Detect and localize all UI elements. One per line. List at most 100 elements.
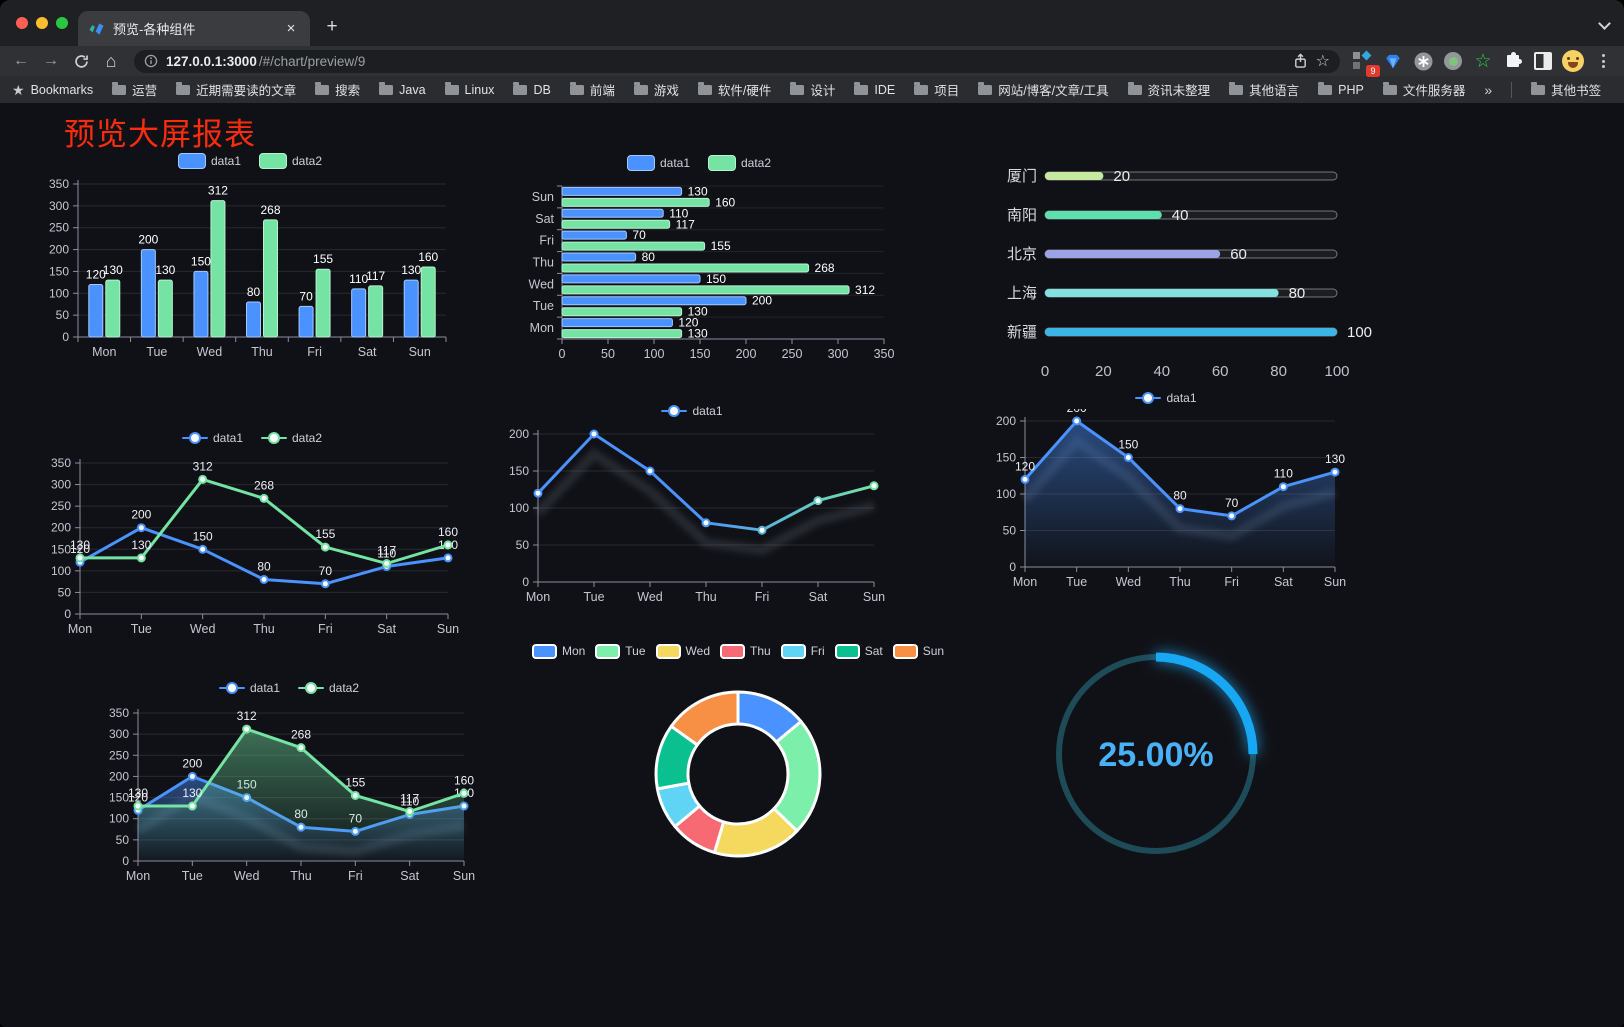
svg-text:Sun: Sun: [409, 345, 431, 359]
bookmark-item[interactable]: 文件服务器: [1382, 80, 1465, 99]
svg-text:130: 130: [70, 538, 90, 552]
bookmark-item[interactable]: 其他语言: [1229, 80, 1299, 99]
svg-text:Tue: Tue: [182, 869, 203, 883]
extension-icon-record[interactable]: [1440, 48, 1466, 74]
bookmark-item[interactable]: 运营: [112, 80, 157, 99]
bar-chart-canvas[interactable]: 0 50 100 150 200 250 300 350 Mon Tue Wed Thu Fri Sat S…: [40, 172, 460, 363]
legend-item[interactable]: Sat: [834, 643, 883, 659]
legend-item[interactable]: data1: [1135, 391, 1197, 405]
line-chart-two-series[interactable]: data1 data2 0 50 100 150 200 250 300 350 Mon Tue Wed…: [42, 427, 462, 642]
area-chart-two-series[interactable]: data1 data2 0 50 100 150 200 250 300 350 Mon Tue Wed…: [100, 677, 478, 889]
site-info-icon[interactable]: [144, 54, 158, 68]
bookmark-item[interactable]: IDE: [854, 82, 895, 97]
gauge-chart-canvas[interactable]: 25.00%: [1036, 635, 1276, 875]
extension-icon-gem[interactable]: [1380, 48, 1406, 74]
other-bookmarks[interactable]: 其他书签: [1531, 80, 1601, 99]
tab-close-icon[interactable]: ×: [286, 19, 296, 37]
svg-text:Sun: Sun: [437, 622, 459, 636]
bookmark-item[interactable]: 近期需要读的文章: [176, 80, 296, 99]
horizontal-bar-chart[interactable]: data1 data2 Sun Sat Fri Thu Wed Tue Mon 0 50 100 150…: [498, 152, 900, 367]
line-chart-canvas[interactable]: 0 50 100 150 200 Mon Tue Wed Thu Fri Sat Sun 120 200 1…: [985, 401, 1347, 593]
legend-item[interactable]: Tue: [595, 643, 646, 659]
line-chart-canvas[interactable]: 0 50 100 150 200 250 300 350 Mon Tue Wed Thu Fri Sat S…: [42, 449, 462, 640]
svg-text:厦门: 厦门: [1007, 168, 1037, 185]
svg-text:300: 300: [109, 727, 129, 741]
gradient-line-chart[interactable]: data1 0 50 100 150 200 Mon Tue Wed Thu Fri Sat Sun: [498, 400, 886, 610]
back-icon[interactable]: ←: [13, 52, 29, 69]
extension-icon-puzzle[interactable]: [1500, 48, 1526, 74]
close-window-button[interactable]: [16, 17, 28, 29]
donut-chart-canvas[interactable]: [552, 662, 924, 900]
svg-text:300: 300: [828, 347, 849, 361]
home-icon[interactable]: ⌂: [105, 50, 117, 71]
extension-icon-asterisk[interactable]: [1410, 48, 1436, 74]
chart-legend: data1: [985, 387, 1347, 409]
svg-text:200: 200: [736, 347, 757, 361]
bookmark-item[interactable]: 游戏: [633, 80, 679, 99]
legend-item[interactable]: data1: [661, 404, 723, 418]
bookmark-item[interactable]: 搜索: [315, 80, 360, 99]
legend-item[interactable]: data1: [177, 153, 241, 169]
svg-text:150: 150: [193, 529, 213, 543]
bookmark-item[interactable]: 项目: [914, 80, 959, 99]
svg-text:130: 130: [103, 263, 123, 277]
svg-text:Thu: Thu: [251, 345, 273, 359]
profile-avatar[interactable]: [1560, 48, 1586, 74]
gauge-chart[interactable]: 25.00%: [1036, 635, 1276, 875]
legend-item[interactable]: data2: [298, 681, 359, 695]
legend-item[interactable]: data1: [218, 681, 280, 695]
browser-menu-button[interactable]: [1590, 48, 1616, 74]
legend-item[interactable]: data2: [708, 155, 771, 171]
svg-text:20: 20: [1113, 168, 1130, 185]
svg-text:0: 0: [559, 347, 566, 361]
bar-chart[interactable]: data1 data2 0 50 100 150 200 250 300 350 Mon Tue Wed…: [40, 150, 460, 365]
bookmark-item[interactable]: 资讯未整理: [1127, 80, 1210, 99]
line-chart-canvas[interactable]: 0 50 100 150 200 Mon Tue Wed Thu Fri Sat Sun: [498, 422, 886, 608]
bookmarks-root[interactable]: ★ Bookmarks: [12, 81, 94, 98]
tab-search-chevron-icon[interactable]: [1600, 18, 1610, 28]
line-chart-canvas[interactable]: 0 50 100 150 200 250 300 350 Mon Tue Wed Thu Fri Sat S…: [100, 699, 478, 887]
bookmark-item[interactable]: PHP: [1318, 82, 1364, 97]
area-chart-single[interactable]: data1 0 50 100 150 200 Mon Tue Wed Thu Fri Sat Sun 12…: [985, 387, 1347, 595]
extension-icon-grid[interactable]: 9: [1350, 48, 1380, 77]
bookmark-item[interactable]: 前端: [569, 80, 615, 99]
share-icon[interactable]: [1293, 53, 1308, 69]
new-tab-button[interactable]: +: [326, 16, 338, 37]
progress-chart-canvas[interactable]: 厦门 20 南阳 40 北京 60 上海 80 新疆 100 0 20 40 60 80 100: [995, 160, 1375, 384]
folder-icon: [697, 82, 712, 95]
reload-icon[interactable]: [68, 49, 94, 73]
legend-item[interactable]: Wed: [655, 643, 710, 659]
extension-icon-star[interactable]: ☆: [1474, 50, 1492, 72]
horizontal-bar-chart-canvas[interactable]: Sun Sat Fri Thu Wed Tue Mon 0 50 100 150 200 250 300 3…: [498, 174, 900, 365]
legend-item[interactable]: data2: [259, 153, 322, 169]
bookmarks-overflow-button[interactable]: »: [1484, 81, 1493, 98]
browser-tab[interactable]: 预览-各种组件 ×: [78, 11, 310, 46]
bookmark-star-icon[interactable]: ☆: [1315, 53, 1330, 70]
legend-item[interactable]: data1: [181, 431, 243, 445]
svg-text:100: 100: [49, 286, 69, 300]
svg-text:50: 50: [116, 833, 130, 847]
legend-item[interactable]: data1: [626, 155, 690, 171]
legend-item[interactable]: Fri: [780, 643, 825, 659]
svg-text:117: 117: [400, 792, 419, 806]
legend-item[interactable]: Sun: [892, 643, 944, 659]
svg-text:150: 150: [49, 264, 69, 278]
extension-icon-reader[interactable]: [1530, 48, 1556, 74]
city-progress-chart[interactable]: 厦门 20 南阳 40 北京 60 上海 80 新疆 100 0 20 40 60 80 100: [995, 160, 1375, 390]
bookmark-item[interactable]: DB: [513, 82, 551, 97]
svg-text:155: 155: [315, 527, 335, 541]
forward-icon[interactable]: →: [43, 52, 59, 69]
bookmark-item[interactable]: 网站/博客/文章/工具: [978, 80, 1109, 99]
bookmark-item[interactable]: Linux: [444, 82, 494, 97]
svg-text:250: 250: [49, 221, 69, 235]
url-bar[interactable]: 127.0.0.1:3000 /#/chart/preview/9 ☆: [134, 49, 1340, 73]
minimize-window-button[interactable]: [36, 17, 48, 29]
zoom-window-button[interactable]: [56, 17, 68, 29]
bookmark-item[interactable]: 软件/硬件: [697, 80, 771, 99]
legend-item[interactable]: Thu: [720, 643, 771, 659]
donut-chart[interactable]: Mon Tue Wed Thu Fri Sat Sun: [531, 640, 944, 902]
legend-item[interactable]: Mon: [531, 643, 585, 659]
bookmark-item[interactable]: 设计: [790, 80, 835, 99]
bookmark-item[interactable]: Java: [379, 82, 426, 97]
legend-item[interactable]: data2: [261, 431, 322, 445]
